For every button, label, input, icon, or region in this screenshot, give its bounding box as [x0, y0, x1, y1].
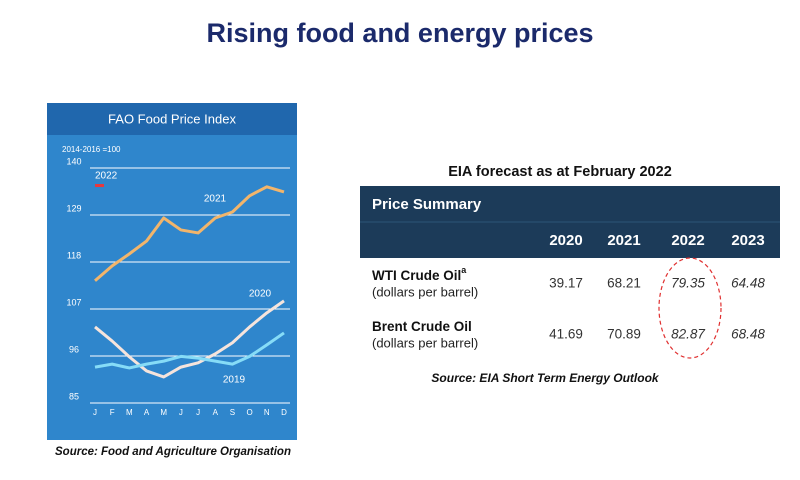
plot: 85 96 107 118 129 140 J F M A M J J A S O N D 2022 2021 2020…	[66, 156, 290, 417]
x-tick-label: J	[93, 408, 97, 417]
row-label: WTI Crude Oila	[372, 265, 467, 282]
y-tick-label: 85	[69, 391, 79, 401]
column-header: 2022	[671, 232, 704, 249]
series-label: 2020	[249, 289, 272, 300]
x-tick-label: M	[126, 408, 133, 417]
column-header: 2021	[607, 232, 640, 249]
row-label-text: Brent Crude Oil	[372, 319, 472, 334]
x-tick-label: O	[247, 408, 253, 417]
x-tick-label: A	[213, 408, 219, 417]
series-line	[94, 185, 285, 282]
x-tick-label: A	[144, 408, 150, 417]
series-label: 2019	[223, 375, 246, 386]
y-tick-label: 107	[66, 297, 81, 307]
table-header-label: Price Summary	[372, 196, 482, 213]
y-tick-label: 96	[69, 344, 79, 354]
x-tick-label: S	[230, 408, 235, 417]
y-tick-label: 140	[66, 156, 81, 166]
cell: 41.69	[549, 327, 583, 342]
x-tick-label: N	[264, 408, 270, 417]
row-unit: (dollars per barrel)	[372, 335, 478, 350]
source: Source: EIA Short Term Energy Outlook	[431, 371, 659, 385]
cell: 82.87	[671, 327, 705, 342]
chart-panel	[47, 103, 297, 440]
cell: 64.48	[731, 276, 765, 291]
y-tick-label: 129	[66, 203, 81, 213]
table: 2020 2021 2022 2023 WTI Crude Oila (dollars p…	[372, 232, 765, 350]
cell: 39.17	[549, 276, 583, 291]
column-header: 2020	[549, 232, 582, 249]
cell: 70.89	[607, 327, 641, 342]
x-tick-label: F	[110, 408, 115, 417]
row-unit: (dollars per barrel)	[372, 284, 478, 299]
cell: 68.48	[731, 327, 765, 342]
chart-subtitle: 2014-2016 =100	[62, 145, 121, 154]
x-tick-label: M	[160, 408, 167, 417]
y-tick-label: 118	[67, 250, 81, 260]
source: Source: Food and Agriculture Organisatio…	[55, 446, 291, 458]
x-tick-label: J	[179, 408, 183, 417]
chart-header	[47, 103, 297, 135]
row-label-note: a	[461, 265, 467, 275]
series-line	[94, 331, 285, 370]
row-label-text: WTI Crude Oil	[372, 268, 461, 283]
row-label: Brent Crude Oil	[372, 319, 472, 334]
table-title: EIA forecast as at February 2022	[448, 164, 672, 180]
x-tick-label: J	[196, 408, 200, 417]
x-tick-label: D	[281, 408, 287, 417]
series-line	[94, 299, 285, 379]
series-label: 2021	[204, 194, 227, 205]
slide-title: Rising food and energy prices	[206, 18, 593, 48]
cell: 79.35	[671, 276, 705, 291]
highlight-ellipse	[658, 257, 722, 359]
chart-title: FAO Food Price Index	[108, 111, 236, 126]
column-header: 2023	[731, 232, 764, 249]
series-label: 2022	[95, 171, 118, 182]
cell: 68.21	[607, 276, 641, 291]
